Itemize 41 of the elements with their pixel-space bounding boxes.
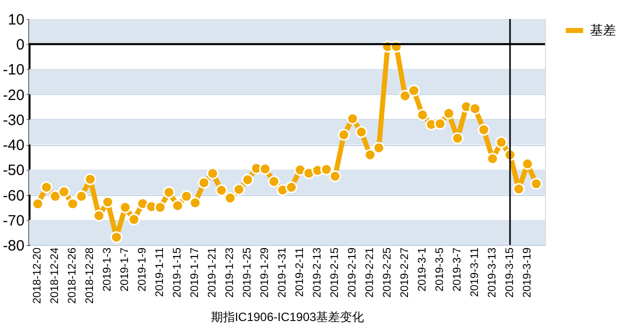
x-tick-label: 2019-1-31: [276, 248, 289, 298]
x-tick-label: 2019-3-13: [486, 248, 499, 298]
y-tick-label: -80: [2, 238, 24, 254]
x-tick-label: 2019-2-21: [364, 248, 376, 298]
x-tick-label: 2019-3-11: [469, 248, 482, 297]
x-tick-label: 2019-3-7: [452, 248, 464, 292]
y-tick-label: -10: [2, 62, 24, 79]
x-tick-label: 2019-3-5: [434, 248, 446, 292]
y-tick-label: 10: [8, 12, 24, 28]
legend-label: 基差: [590, 22, 616, 38]
y-tick-label: -40: [2, 137, 24, 154]
y-tick-label: -60: [2, 187, 24, 204]
x-tick-label: 2019-1-3: [102, 248, 114, 292]
x-tick-label: 2019-1-9: [136, 248, 149, 292]
x-axis-title: 期指IC1906-IC1903基差变化: [210, 310, 364, 324]
x-tick-label: 2018-12-24: [49, 248, 62, 304]
x-tick-label: 2019-1-23: [224, 248, 236, 298]
x-tick-label: 2018-12-26: [66, 248, 79, 304]
y-tick-label: -70: [2, 212, 24, 230]
x-tick-label: 2019-2-19: [346, 248, 359, 298]
x-tick-label: 2019-3-1: [416, 248, 429, 292]
x-tick-label: 2019-1-11: [154, 248, 166, 297]
x-tick-label: 2019-1-25: [242, 248, 254, 298]
x-tick-label: 2018-12-20: [32, 248, 44, 304]
y-tick-label: -30: [2, 112, 24, 129]
x-tick-label: 2018-12-28: [84, 248, 96, 304]
x-tick-label: 2019-2-15: [329, 248, 342, 298]
x-tick-label: 2019-2-25: [382, 248, 394, 298]
x-tick-label: 2019-1-15: [172, 248, 184, 298]
x-tick-label: 2019-2-13: [312, 248, 324, 298]
y-tick-label: -20: [2, 86, 24, 104]
x-tick-label: 2019-1-29: [259, 248, 272, 298]
x-tick-label: 2019-1-17: [189, 248, 202, 298]
y-tick-label: -50: [2, 162, 24, 180]
x-tick-label: 2019-1-7: [119, 248, 132, 292]
x-tick-label: 2019-3-15: [504, 248, 516, 298]
x-tick-label: 2019-2-11: [294, 248, 306, 297]
x-tick-label: 2019-2-27: [399, 248, 412, 298]
x-tick-label: 2019-1-21: [206, 248, 219, 298]
y-tick-label: 0: [16, 36, 24, 54]
x-tick-label: 2019-3-19: [522, 248, 534, 298]
